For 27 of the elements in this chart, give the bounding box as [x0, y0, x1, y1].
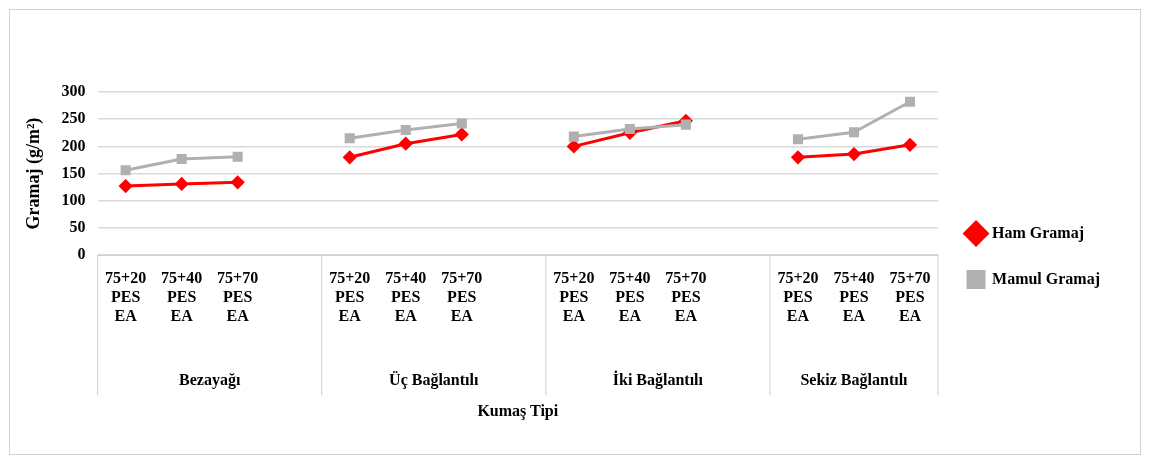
x-tick-label: 75+70 PES EA	[217, 268, 259, 325]
x-tick-label: 75+40 PES EA	[609, 268, 651, 325]
text: İki Bağlantılı	[612, 370, 704, 390]
x-tick-label: 75+40 PES EA	[385, 268, 427, 325]
x-tick-label: 75+20 PES EA	[553, 268, 595, 325]
x-axis-title: Kumaş Tipi	[477, 401, 559, 420]
x-tick-label: 75+20 PES EA	[105, 268, 147, 325]
y-tick-label: 250	[61, 109, 86, 127]
y-tick-label: 0	[77, 245, 86, 263]
legend-label: Ham Gramaj	[992, 223, 1085, 242]
text: Üç Bağlantılı	[389, 371, 479, 390]
y-tick-label: 300	[61, 82, 86, 100]
x-tick-label: 75+40 PES EA	[161, 268, 203, 325]
y-tick-label: 50	[69, 218, 86, 236]
y-tick-label: 200	[61, 136, 86, 154]
x-tick-label: 75+70 PES EA	[441, 268, 483, 325]
x-tick-label: 75+70 PES EA	[889, 268, 931, 325]
legend-label: Mamul Gramaj	[992, 269, 1101, 288]
x-tick-label: 75+20 PES EA	[777, 268, 819, 325]
x-tick-label: 75+40 PES EA	[833, 268, 875, 325]
y-axis-title: Gramaj (g/m²)	[23, 117, 45, 230]
text: Bezayağı	[178, 371, 241, 390]
text: Sekiz Bağlantılı	[800, 371, 909, 390]
y-tick-label: 100	[61, 190, 86, 208]
y-tick-label: 150	[61, 163, 86, 181]
x-tick-label: 75+20 PES EA	[329, 268, 371, 325]
x-tick-label: 75+70 PES EA	[665, 268, 707, 325]
